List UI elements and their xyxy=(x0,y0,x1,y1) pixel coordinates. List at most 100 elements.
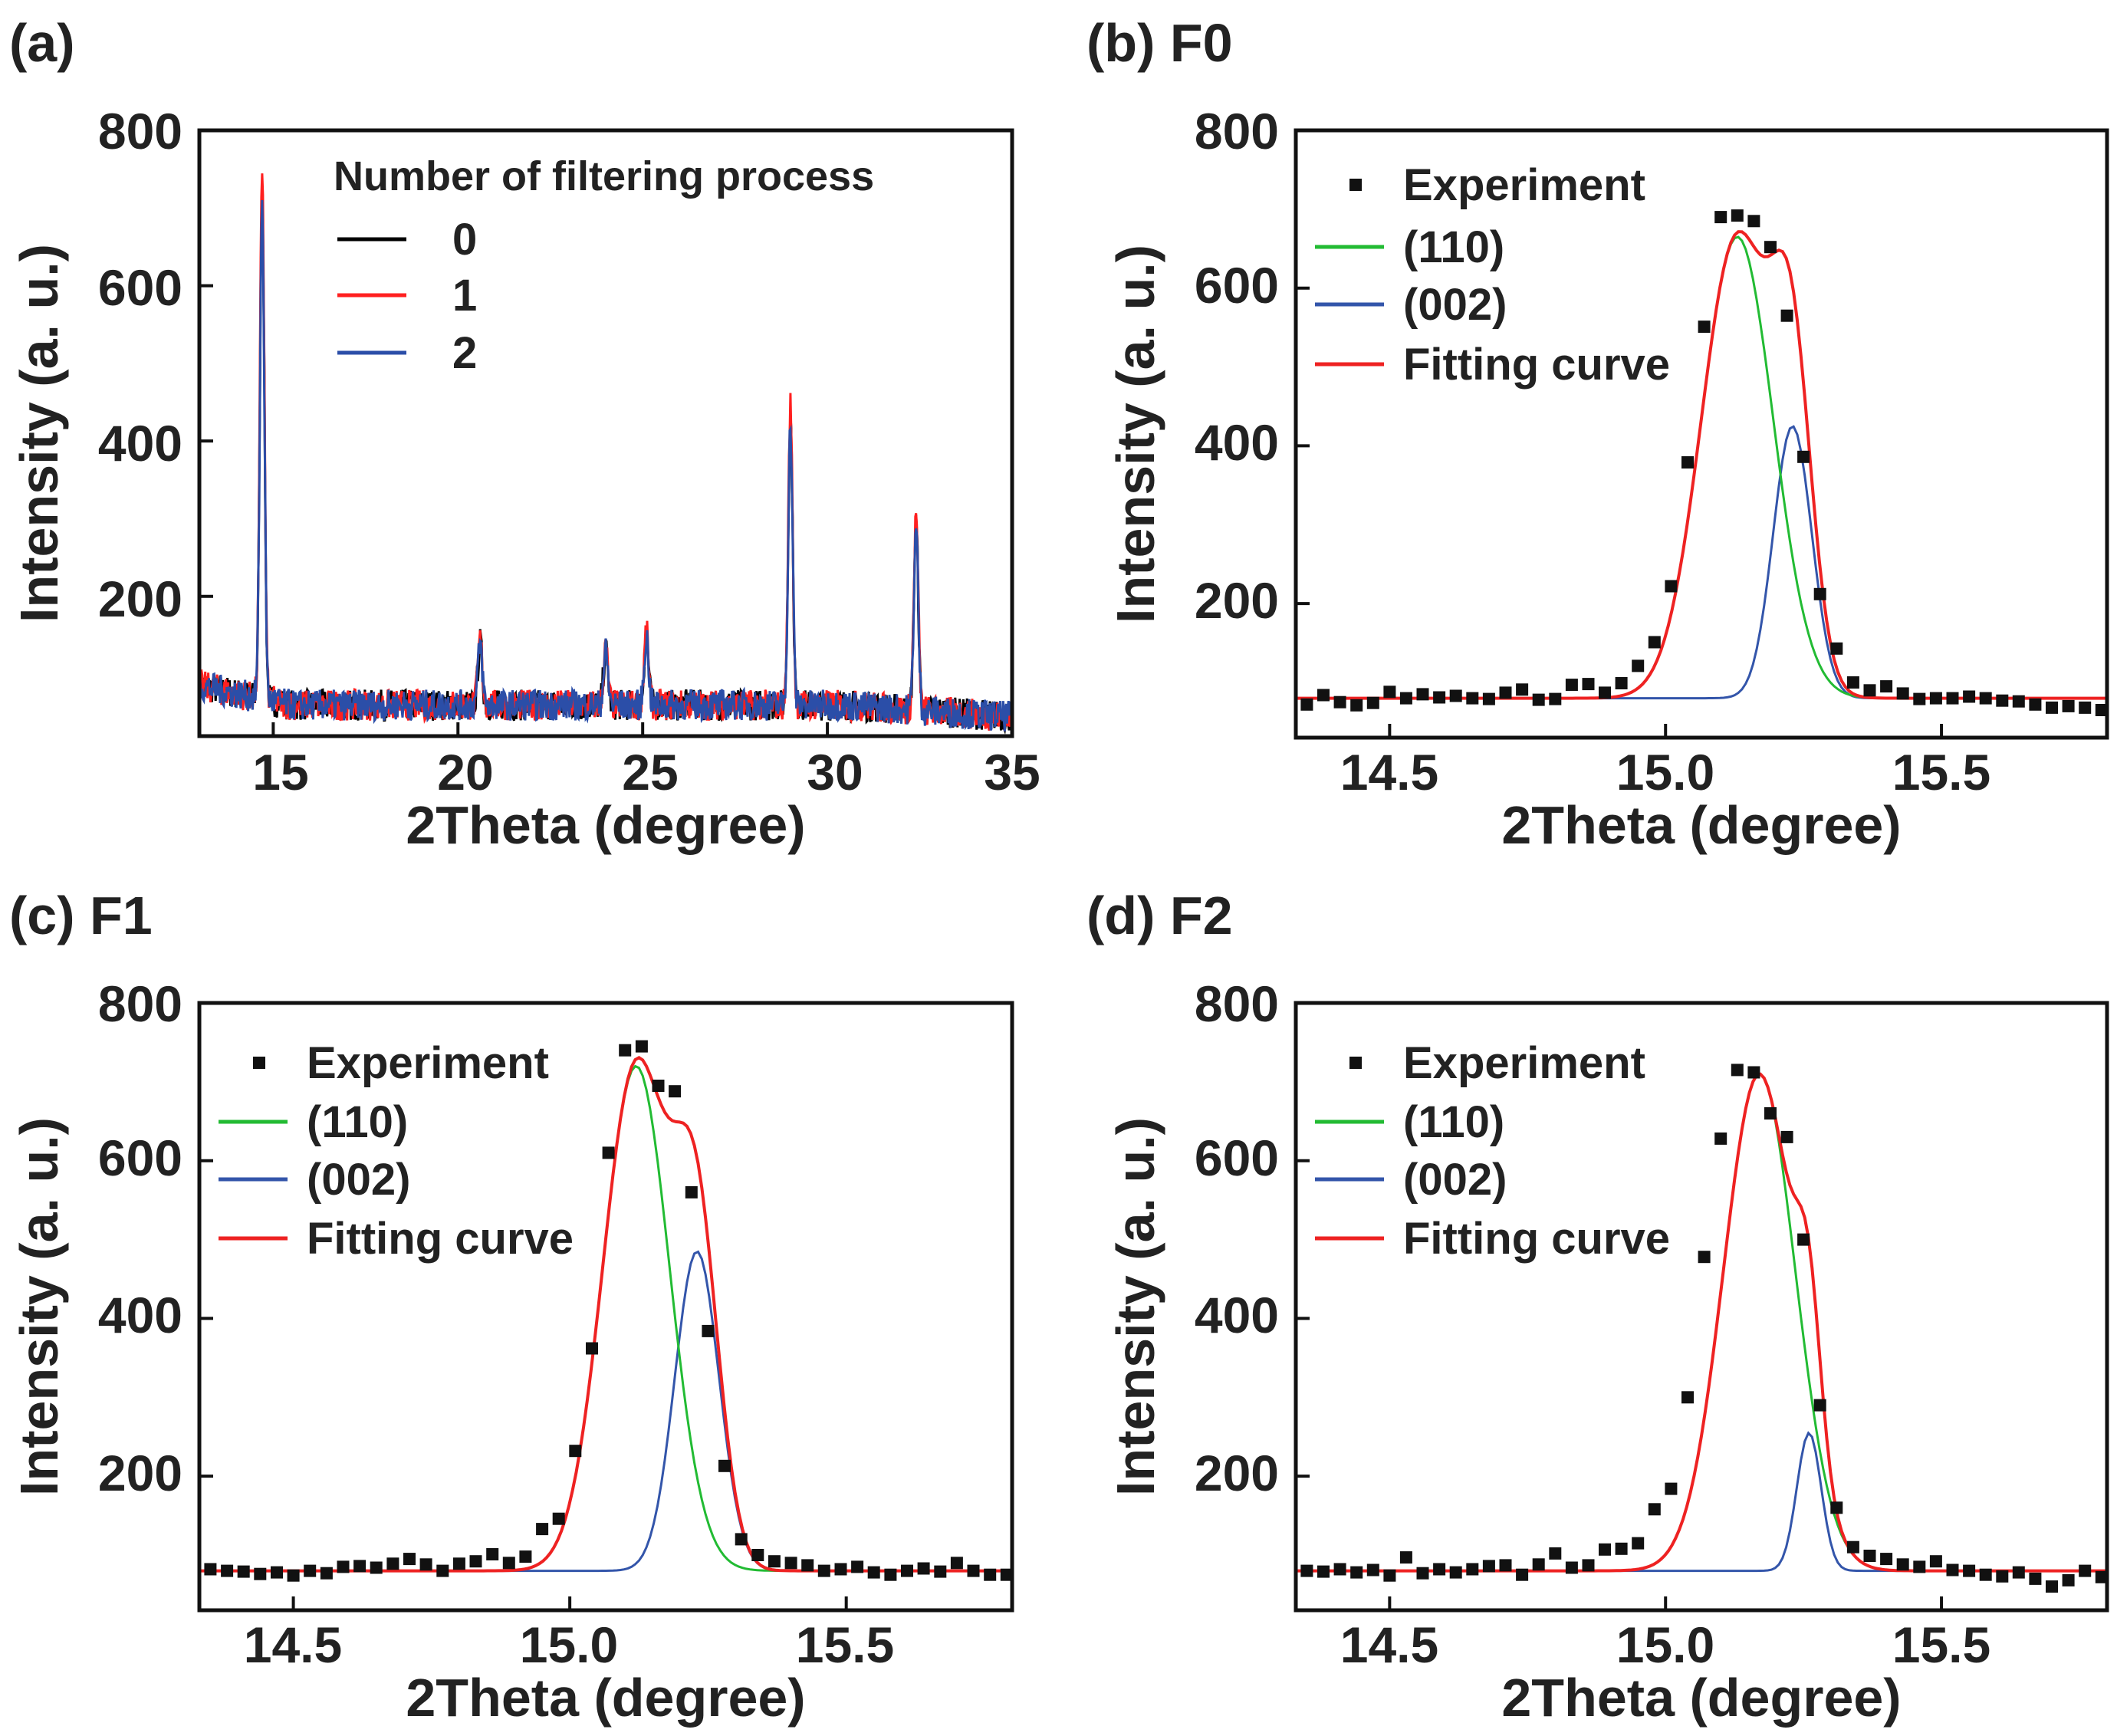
y-tick-label: 600 xyxy=(1195,1129,1279,1186)
experiment-point xyxy=(1929,1555,1942,1568)
experiment-point xyxy=(1764,1107,1777,1120)
experiment-point xyxy=(1466,1563,1479,1576)
experiment-point xyxy=(1665,580,1678,593)
experiment-point xyxy=(1913,1560,1926,1573)
x-tick-label: 14.5 xyxy=(244,1616,342,1673)
legend-marker xyxy=(1349,1057,1362,1069)
y-tick-label: 200 xyxy=(98,1445,182,1501)
experiment-point xyxy=(1731,1064,1744,1077)
x-tick-label: 15.0 xyxy=(1616,1616,1714,1673)
experiment-point xyxy=(502,1557,515,1570)
plot-frame xyxy=(197,128,1014,738)
experiment-point xyxy=(1632,1537,1645,1550)
experiment-point xyxy=(436,1564,449,1577)
series-line-002 xyxy=(1296,1431,2107,1573)
y-tick-label: 600 xyxy=(1195,257,1279,314)
y-tick-label: 600 xyxy=(98,1129,182,1186)
experiment-point xyxy=(1979,692,1992,705)
experiment-point xyxy=(1433,1563,1446,1576)
experiment-point xyxy=(1764,241,1777,254)
experiment-point xyxy=(1780,309,1793,322)
experiment-point xyxy=(1996,1570,2009,1583)
experiment-point xyxy=(702,1324,715,1337)
experiment-point xyxy=(1532,1558,1545,1571)
y-tick-label: 400 xyxy=(98,415,182,472)
y-tick-label: 400 xyxy=(1195,414,1279,471)
legend-label: (110) xyxy=(1403,222,1504,272)
legend-marker xyxy=(1349,179,1362,191)
experiment-point xyxy=(2012,695,2025,708)
plot-area xyxy=(1296,1064,2108,1593)
legend-label: Fitting curve xyxy=(1403,1214,1670,1264)
experiment-point xyxy=(1929,692,1942,705)
experiment-point xyxy=(817,1564,830,1577)
experiment-point xyxy=(1582,1559,1595,1572)
experiment-point xyxy=(1317,689,1330,702)
y-tick-label: 600 xyxy=(98,259,182,316)
experiment-point xyxy=(586,1342,598,1355)
experiment-point xyxy=(851,1560,864,1573)
experiment-point xyxy=(917,1562,930,1575)
x-tick-label: 35 xyxy=(984,744,1040,801)
experiment-point xyxy=(1963,1564,1976,1577)
experiment-point xyxy=(635,1040,648,1053)
experiment-point xyxy=(801,1559,814,1572)
experiment-point xyxy=(2079,701,2092,714)
y-tick-label: 400 xyxy=(1195,1287,1279,1343)
experiment-point xyxy=(1714,1132,1727,1145)
panel-a: (a) 15 20 25 30 35 200 400 600 800 2Thet… xyxy=(9,13,1040,855)
plot-frame xyxy=(1294,128,2109,740)
experiment-point xyxy=(1482,1560,1495,1573)
legend-label: 0 xyxy=(452,215,477,265)
experiment-point xyxy=(1963,690,1976,703)
panel-label: (d) F2 xyxy=(1086,886,1233,945)
experiment-point xyxy=(1813,1399,1826,1412)
experiment-point xyxy=(469,1555,482,1568)
plot-area xyxy=(1296,209,2108,716)
experiment-point xyxy=(2079,1564,2092,1577)
experiment-point xyxy=(619,1044,632,1057)
experiment-point xyxy=(1615,677,1628,689)
legend-label: Fitting curve xyxy=(1403,340,1670,390)
experiment-point xyxy=(1449,689,1462,702)
experiment-point xyxy=(652,1080,665,1092)
experiment-point xyxy=(1846,1540,1859,1554)
experiment-point xyxy=(569,1445,582,1458)
experiment-point xyxy=(452,1557,465,1570)
experiment-point xyxy=(370,1561,383,1574)
panel-d: (d) F2 14.5 15.0 15.5 200 400 600 800 2T… xyxy=(1086,886,2109,1728)
experiment-point xyxy=(1466,692,1479,705)
experiment-point xyxy=(934,1565,947,1578)
experiment-point xyxy=(2062,699,2075,712)
experiment-point xyxy=(984,1568,997,1581)
experiment-point xyxy=(1549,692,1562,705)
experiment-point xyxy=(1482,692,1495,705)
experiment-point xyxy=(1499,1559,1512,1572)
experiment-point xyxy=(1648,1503,1661,1516)
legend-label: Fitting curve xyxy=(307,1214,574,1264)
x-tick-label: 14.5 xyxy=(1340,744,1438,801)
experiment-point xyxy=(1797,450,1810,463)
panel-c: (c) F1 14.5 15.0 15.5 200 400 600 800 2T… xyxy=(9,886,1014,1728)
y-tick-label: 200 xyxy=(98,570,182,627)
experiment-point xyxy=(1350,699,1363,712)
experiment-point xyxy=(403,1553,416,1566)
experiment-point xyxy=(2095,1570,2108,1583)
experiment-point xyxy=(1681,456,1694,469)
y-tick-label: 800 xyxy=(98,103,182,159)
experiment-point xyxy=(901,1564,913,1577)
legend-label: (002) xyxy=(1403,1155,1507,1205)
experiment-point xyxy=(784,1557,797,1570)
tick-marks xyxy=(199,1001,848,1610)
experiment-point xyxy=(1532,693,1545,706)
y-tick-label: 200 xyxy=(1195,572,1279,629)
experiment-point xyxy=(237,1565,250,1578)
experiment-point xyxy=(1698,321,1711,334)
experiment-point xyxy=(2095,704,2108,716)
y-axis-label: Intensity (a. u.) xyxy=(9,1117,69,1496)
panel-label: (b) F0 xyxy=(1086,13,1233,73)
experiment-point xyxy=(1731,209,1744,222)
experiment-point xyxy=(1830,1501,1843,1514)
x-tick-label: 14.5 xyxy=(1340,1616,1438,1673)
